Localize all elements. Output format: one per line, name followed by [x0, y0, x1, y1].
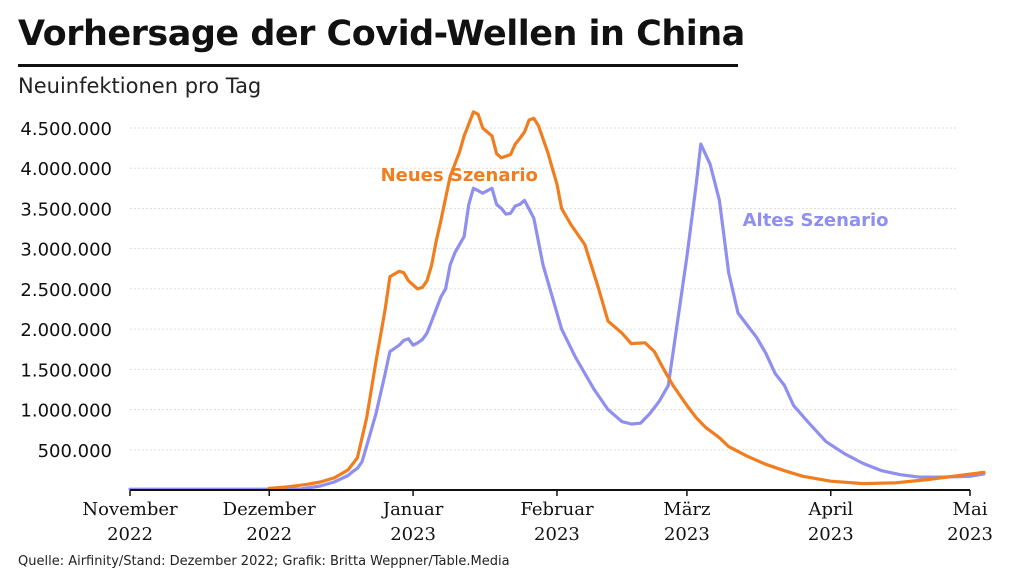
- y-tick-label: 1.500.000: [20, 360, 112, 381]
- x-tick-label-year: 2023: [390, 524, 436, 545]
- y-tick-label: 1.000.000: [20, 401, 112, 422]
- title-underline: [18, 64, 738, 67]
- x-tick-label-year: 2023: [947, 524, 993, 545]
- x-tick-label-year: 2022: [107, 524, 153, 545]
- chart-subtitle: Neuinfektionen pro Tag: [18, 74, 262, 98]
- series-lines: [128, 110, 986, 491]
- y-tick-label: 4.500.000: [20, 119, 112, 140]
- series-annotations: Neues Szenario Altes Szenario: [381, 165, 889, 231]
- series-label-neues: Neues Szenario: [381, 165, 538, 186]
- x-tick-label-year: 2022: [246, 524, 292, 545]
- source-note: Quelle: Airfinity/Stand: Dezember 2022; …: [18, 554, 510, 569]
- x-tick-label-month: April: [807, 499, 853, 520]
- chart-title: Vorhersage der Covid-Wellen in China: [18, 14, 745, 54]
- x-tick-label-year: 2023: [664, 524, 710, 545]
- y-tick-label: 4.000.000: [20, 159, 112, 180]
- y-axis-ticks: 500.000 1.000.000 1.500.000 2.000.000 2.500.…: [20, 119, 112, 462]
- x-axis-ticks: November 2022 Dezember 2022 Januar 2023 Februa…: [82, 490, 993, 545]
- series-line-neues: [267, 110, 986, 490]
- x-tick-label-month: Januar: [381, 499, 444, 520]
- x-tick-label-month: Februar: [520, 499, 594, 520]
- y-tick-label: 3.000.000: [20, 240, 112, 261]
- x-tick-label-month: Dezember: [223, 499, 316, 520]
- y-tick-label: 3.500.000: [20, 199, 112, 220]
- x-tick-label-month: Mai: [953, 499, 988, 520]
- x-tick-label-month: März: [663, 499, 710, 520]
- series-label-altes: Altes Szenario: [743, 210, 889, 231]
- grid-lines: [130, 127, 958, 451]
- y-tick-label: 2.000.000: [20, 320, 112, 341]
- x-tick-label-year: 2023: [808, 524, 854, 545]
- series-line-altes: [128, 142, 986, 491]
- y-tick-label: 2.500.000: [20, 280, 112, 301]
- y-tick-label: 500.000: [38, 441, 112, 462]
- x-tick-label-year: 2023: [534, 524, 580, 545]
- x-tick-label-month: November: [82, 499, 178, 520]
